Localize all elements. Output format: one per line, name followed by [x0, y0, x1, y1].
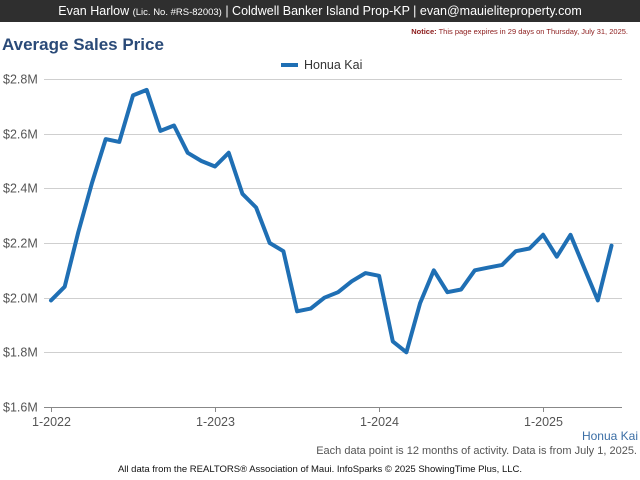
legend-label: Honua Kai [304, 58, 363, 72]
y-tick-label: $2.0M [3, 292, 38, 306]
series-source-label: Honua Kai [581, 429, 638, 443]
y-tick-label: $2.6M [3, 128, 38, 142]
y-tick-label: $2.8M [3, 73, 38, 87]
agent-name: Evan Harlow [58, 4, 130, 18]
x-tick-label: 1-2022 [32, 415, 71, 429]
expiry-notice: Notice: This page expires in 29 days on … [411, 27, 628, 36]
notice-text: This page expires in 29 days on Thursday… [438, 27, 628, 36]
x-axis: 1-2022 1-2023 1-2024 1-2025 [32, 407, 563, 429]
series-lines [49, 87, 614, 355]
copyright-text: All data from the REALTORS® Association … [117, 464, 523, 475]
license-number: (Lic. No. #RS-82003) [132, 7, 222, 18]
grid-lines [44, 79, 622, 408]
y-tick-label: $1.8M [3, 346, 38, 360]
chart-legend[interactable]: Honua Kai [281, 58, 362, 72]
legend-swatch [281, 63, 298, 67]
header-bar: Evan Harlow (Lic. No. #RS-82003) | Coldw… [0, 0, 640, 22]
series-line [49, 87, 614, 355]
y-tick-label: $2.2M [3, 237, 38, 251]
x-tick-label: 1-2025 [524, 415, 563, 429]
x-tick-label: 1-2023 [196, 415, 235, 429]
y-axis-labels: $1.6M $1.8M $2.0M $2.2M $2.4M $2.6M $2.8M [3, 73, 38, 415]
y-tick-label: $1.6M [3, 401, 38, 415]
chart-title: Average Sales Price [2, 35, 164, 54]
data-footnote: Each data point is 12 months of activity… [316, 445, 637, 457]
notice-label: Notice: [411, 27, 437, 36]
agent-email[interactable]: evan@mauieliteproperty.com [419, 4, 582, 18]
brokerage-name: | Coldwell Banker Island Prop-KP | [225, 4, 417, 18]
x-tick-label: 1-2024 [360, 415, 399, 429]
y-tick-label: $2.4M [3, 182, 38, 196]
